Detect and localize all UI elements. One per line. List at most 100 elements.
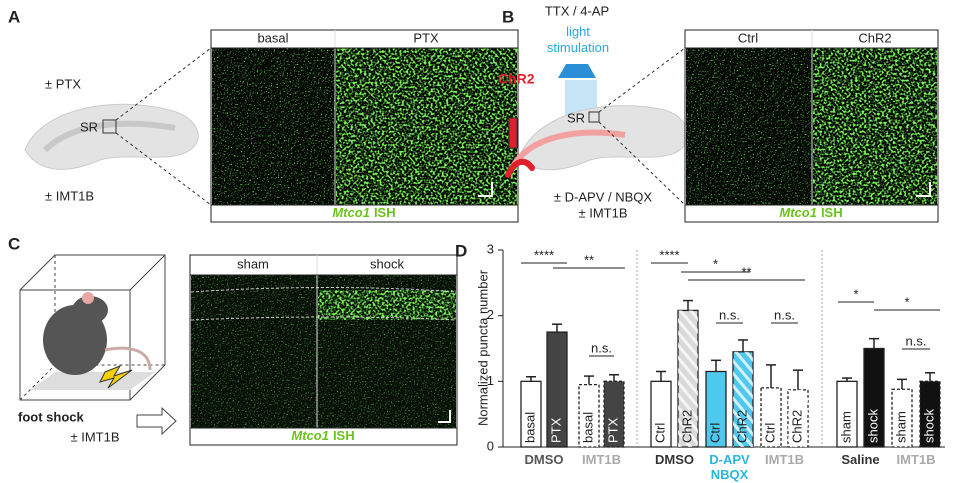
group-label: IMT1B (896, 452, 936, 467)
bar-hatch (788, 389, 808, 447)
inhibitor-label: ± IMT1B (45, 188, 94, 203)
grid-floor (30, 372, 155, 390)
significance-label: n.s. (591, 340, 612, 355)
bar-label: sham (893, 411, 908, 443)
antagonists-label: ± D-APV / NBQX (554, 189, 652, 204)
bar-label: PTX (605, 417, 620, 443)
y-tick-label: 3 (487, 241, 494, 256)
column-label: basal (257, 30, 288, 45)
shock-symbol (99, 364, 133, 389)
panel-letter: A (8, 7, 20, 26)
panel-letter: B (502, 7, 514, 26)
hippocampus-layer (42, 120, 176, 153)
bar-label: ChR2 (789, 410, 804, 443)
syringe (508, 117, 518, 149)
method: ISH (374, 205, 396, 220)
probe-label: Mtco1 ISH (779, 205, 842, 220)
group-label-box: IMT1B (765, 452, 804, 467)
column-label: ChR2 (858, 30, 891, 45)
significance-label: n.s. (719, 307, 740, 322)
scale-bar (916, 182, 931, 197)
column-label: Ctrl (738, 30, 758, 45)
y-tick-label: 1 (487, 373, 494, 388)
probe: Mtco1 (779, 205, 817, 220)
significance-label: * (904, 294, 909, 309)
group-label-box: Saline (841, 452, 880, 467)
probe-label: Mtco1 ISH (291, 428, 354, 443)
column-label: sham (237, 256, 269, 271)
stimulus-label: foot shock (18, 409, 84, 424)
sr-box (588, 111, 600, 123)
bar-label: shock (921, 409, 936, 443)
probe: Mtco1 (291, 428, 329, 443)
bar-label: ChR2 (734, 410, 749, 443)
puncta-band (318, 290, 456, 320)
bar-label: basal (580, 412, 595, 443)
bar-label: ChR2 (679, 410, 694, 443)
group-label: DMSO (524, 452, 564, 467)
light-source (558, 64, 596, 78)
viral-expression (505, 158, 535, 178)
zoom-line (115, 47, 212, 121)
hippocampus (24, 103, 199, 170)
hippocampus (519, 105, 688, 171)
scale-bar (438, 410, 451, 423)
bar-label: shock (865, 409, 880, 443)
significance-label: **** (659, 247, 679, 262)
bar-hatch (678, 310, 698, 447)
layer-outline (190, 287, 457, 321)
y-tick-label: 0 (487, 438, 494, 453)
zoom-line (115, 132, 212, 206)
drugs-label: TTX / 4-AP (545, 3, 609, 18)
probe-label: Mtco1 ISH (332, 205, 395, 220)
group-label: D-APV NBQX (709, 452, 750, 482)
puncta (813, 48, 937, 205)
significance-label: **** (534, 247, 554, 262)
puncta (686, 48, 812, 205)
bar-label: Ctrl (762, 423, 777, 443)
group-label-box: D-APV NBQX (709, 452, 750, 482)
group-label: IMT1B (582, 452, 621, 467)
puncta (212, 48, 335, 205)
condition-label: ± PTX (45, 76, 81, 91)
group-label-box: DMSO (655, 452, 694, 467)
opsin-label: ChR2 (498, 71, 535, 87)
bar-label: Ctrl (707, 423, 722, 443)
arrow (136, 406, 177, 436)
sr-box (102, 119, 117, 134)
zoom-line (598, 121, 686, 206)
mouse-head (72, 296, 108, 324)
column-label: shock (370, 256, 404, 271)
stimulation-label: light stimulation (546, 24, 610, 55)
inhibitor-label: ± IMT1B (70, 429, 119, 444)
bar-hatch (733, 351, 753, 447)
scale-bar (478, 182, 493, 197)
significance-label: n.s. (906, 333, 927, 348)
bar-label: PTX (548, 417, 563, 443)
significance-label: * (853, 286, 858, 301)
stimulation-box: light stimulation (546, 24, 610, 55)
group-label: IMT1B (765, 452, 804, 467)
mouse-ear (82, 292, 94, 304)
puncta (336, 48, 517, 205)
group-label-box: IMT1B (582, 452, 621, 467)
method: ISH (821, 205, 843, 220)
mouse-tail (104, 346, 152, 371)
panel-letter: D (455, 241, 467, 260)
significance-label: * (713, 256, 718, 271)
region-label: SR (80, 119, 98, 134)
panel-letter: C (8, 234, 20, 253)
bar-label: basal (522, 412, 537, 443)
group-label: Saline (841, 452, 880, 467)
group-label: DMSO (655, 452, 694, 467)
y-tick-label: 2 (487, 307, 494, 322)
region-label: SR (567, 110, 585, 125)
inhibitor-label: ± IMT1B (578, 205, 627, 220)
method: ISH (333, 428, 355, 443)
bar-label: sham (838, 411, 853, 443)
y-axis-title: Normalized puncta number (475, 269, 490, 426)
bar-label: Ctrl (652, 423, 667, 443)
group-label-box: IMT1B (896, 452, 936, 467)
significance-label: ** (741, 264, 751, 279)
